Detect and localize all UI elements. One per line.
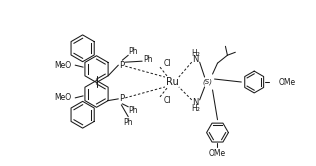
- Text: Cl: Cl: [164, 59, 172, 68]
- Text: Ph: Ph: [124, 118, 133, 127]
- Text: H₂: H₂: [191, 104, 200, 113]
- Text: Ph: Ph: [143, 55, 153, 64]
- Text: N: N: [192, 55, 199, 64]
- Text: P: P: [119, 61, 124, 70]
- Text: H₂: H₂: [191, 49, 200, 58]
- Text: P: P: [119, 94, 124, 103]
- Text: MeO: MeO: [55, 93, 72, 102]
- Text: N: N: [192, 98, 199, 107]
- Text: Ph: Ph: [129, 106, 138, 115]
- Text: Ru: Ru: [166, 77, 178, 87]
- Text: (S): (S): [203, 79, 213, 85]
- Text: OMe: OMe: [279, 78, 296, 86]
- Text: OMe: OMe: [209, 149, 226, 158]
- Text: MeO: MeO: [55, 61, 72, 70]
- Text: Cl: Cl: [164, 96, 172, 105]
- Text: Ph: Ph: [129, 47, 138, 56]
